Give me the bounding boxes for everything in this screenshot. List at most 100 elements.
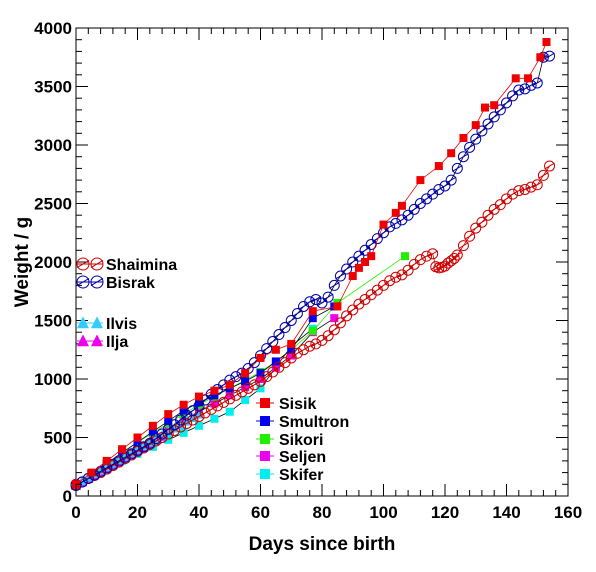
data-point-bisrak xyxy=(291,307,303,319)
x-tick-label: 120 xyxy=(431,503,459,522)
data-point-bisrak-slash xyxy=(513,86,525,94)
data-point-bisrak-ring xyxy=(470,133,482,145)
data-point-sisik xyxy=(361,258,370,266)
data-point-bisrak-slash xyxy=(458,153,469,161)
y-tick-label: 4000 xyxy=(34,19,72,38)
y-tick-label: 500 xyxy=(44,429,72,448)
data-point-shaimina-ring xyxy=(476,216,488,228)
data-point-bisrak-slash xyxy=(181,411,192,419)
data-point-shaimina-ring xyxy=(414,254,426,266)
legend-label-bisrak: Bisrak xyxy=(106,275,155,292)
legend-marker-bisrak-slash xyxy=(90,277,104,287)
data-point-shaimina-slash xyxy=(329,326,340,334)
data-point-sisik xyxy=(434,162,443,171)
data-point-bisrak-ring xyxy=(439,180,451,192)
data-point-bisrak-ring xyxy=(402,209,414,221)
data-point-shaimina-ring xyxy=(211,400,223,412)
data-point-shaimina-slash xyxy=(525,183,537,191)
data-point-bisrak xyxy=(451,162,463,174)
data-point-bisrak-slash xyxy=(175,416,186,424)
data-point-bisrak-slash xyxy=(544,52,555,60)
data-point-bisrak-ring xyxy=(451,162,463,174)
legend-label-seljen: Seljen xyxy=(279,449,326,466)
data-point-sisik xyxy=(536,53,545,62)
data-point-bisrak-ring xyxy=(334,270,346,282)
data-point-shaimina-slash xyxy=(279,359,291,367)
data-point-shaimina-slash xyxy=(430,263,442,271)
data-point-shaimina xyxy=(470,222,482,234)
data-point-shaimina-ring xyxy=(507,188,519,200)
legend-marker-shaimina-slash xyxy=(90,259,104,269)
data-point-seljen xyxy=(287,351,296,360)
legend-label-shaimina: Shaimina xyxy=(106,257,177,274)
data-point-shaimina-slash xyxy=(544,162,555,170)
data-point-shaimina-ring xyxy=(248,379,260,391)
data-point-bisrak-ring xyxy=(328,279,340,291)
data-point-bisrak-slash xyxy=(261,345,272,353)
data-point-shaimina-slash xyxy=(359,296,371,303)
data-point-bisrak xyxy=(310,293,322,305)
data-point-seljen xyxy=(210,399,219,408)
data-point-bisrak-ring xyxy=(291,307,303,319)
y-tick-label: 0 xyxy=(63,487,72,506)
data-point-seljen xyxy=(271,363,280,372)
data-point-bisrak xyxy=(445,174,457,186)
data-point-bisrak-ring xyxy=(371,233,383,245)
legend-marker-bisrak-ring xyxy=(90,275,104,289)
legend-marker-sikori xyxy=(260,434,270,444)
data-point-sisik xyxy=(447,149,456,158)
data-point-bisrak xyxy=(494,104,506,116)
data-point-bisrak xyxy=(439,180,451,192)
data-point-sisik xyxy=(397,201,406,210)
data-point-bisrak-slash xyxy=(187,407,199,415)
data-point-bisrak-slash xyxy=(452,164,463,172)
data-point-shaimina-slash xyxy=(531,181,543,189)
data-point-bisrak-ring xyxy=(113,455,125,467)
data-point-shaimina xyxy=(341,310,353,322)
data-point-shaimina-slash xyxy=(538,171,549,179)
data-point-shaimina-ring xyxy=(150,435,162,447)
data-point-bisrak xyxy=(285,315,297,326)
data-point-shaimina-ring xyxy=(304,340,316,352)
data-point-seljen xyxy=(241,383,250,392)
legend-label-sisik: Sisik xyxy=(279,396,316,413)
data-point-sisik xyxy=(271,345,280,354)
data-point-shaimina-slash xyxy=(408,260,420,268)
data-point-shaimina-ring xyxy=(193,410,205,422)
data-point-smultron xyxy=(241,377,250,386)
data-point-shaimina-ring xyxy=(451,249,463,261)
data-point-bisrak-ring xyxy=(464,141,476,153)
data-point-bisrak-ring xyxy=(285,315,297,326)
data-point-bisrak-slash xyxy=(415,200,426,207)
x-tick-label: 20 xyxy=(128,503,147,522)
data-point-skifer xyxy=(210,414,219,423)
data-point-shaimina xyxy=(457,240,469,252)
data-point-sisik xyxy=(391,208,400,217)
data-point-smultron xyxy=(210,391,219,400)
legend-marker-ilvis xyxy=(77,316,89,329)
data-point-bisrak-slash xyxy=(482,120,494,128)
data-point-seljen xyxy=(330,314,339,323)
data-point-bisrak xyxy=(267,336,279,348)
data-point-bisrak xyxy=(316,297,328,309)
data-point-shaimina-slash xyxy=(261,373,272,381)
legend-marker-shaimina-ring xyxy=(76,257,90,271)
data-point-bisrak-ring xyxy=(457,151,469,163)
legend-marker-bisrak xyxy=(90,275,104,289)
data-point-bisrak xyxy=(501,97,512,109)
data-point-bisrak xyxy=(408,203,420,215)
data-point-bisrak-ring xyxy=(322,291,334,303)
data-point-shaimina xyxy=(390,271,402,283)
data-point-bisrak-slash xyxy=(476,127,488,135)
data-point-shaimina-ring xyxy=(199,407,211,419)
legend-item-shaimina: Shaimina xyxy=(76,257,177,274)
data-point-shaimina-ring xyxy=(494,199,506,211)
data-point-bisrak-ring xyxy=(507,90,519,102)
data-point-bisrak-ring xyxy=(433,183,445,195)
data-point-bisrak-slash xyxy=(285,317,297,324)
data-point-bisrak-slash xyxy=(525,81,537,89)
legend-marker-shaimina-ring xyxy=(90,257,104,271)
legend-marker-bisrak-slash xyxy=(76,277,90,287)
legend-item-skifer: Skifer xyxy=(256,467,323,484)
data-point-shaimina-slash xyxy=(476,218,488,226)
